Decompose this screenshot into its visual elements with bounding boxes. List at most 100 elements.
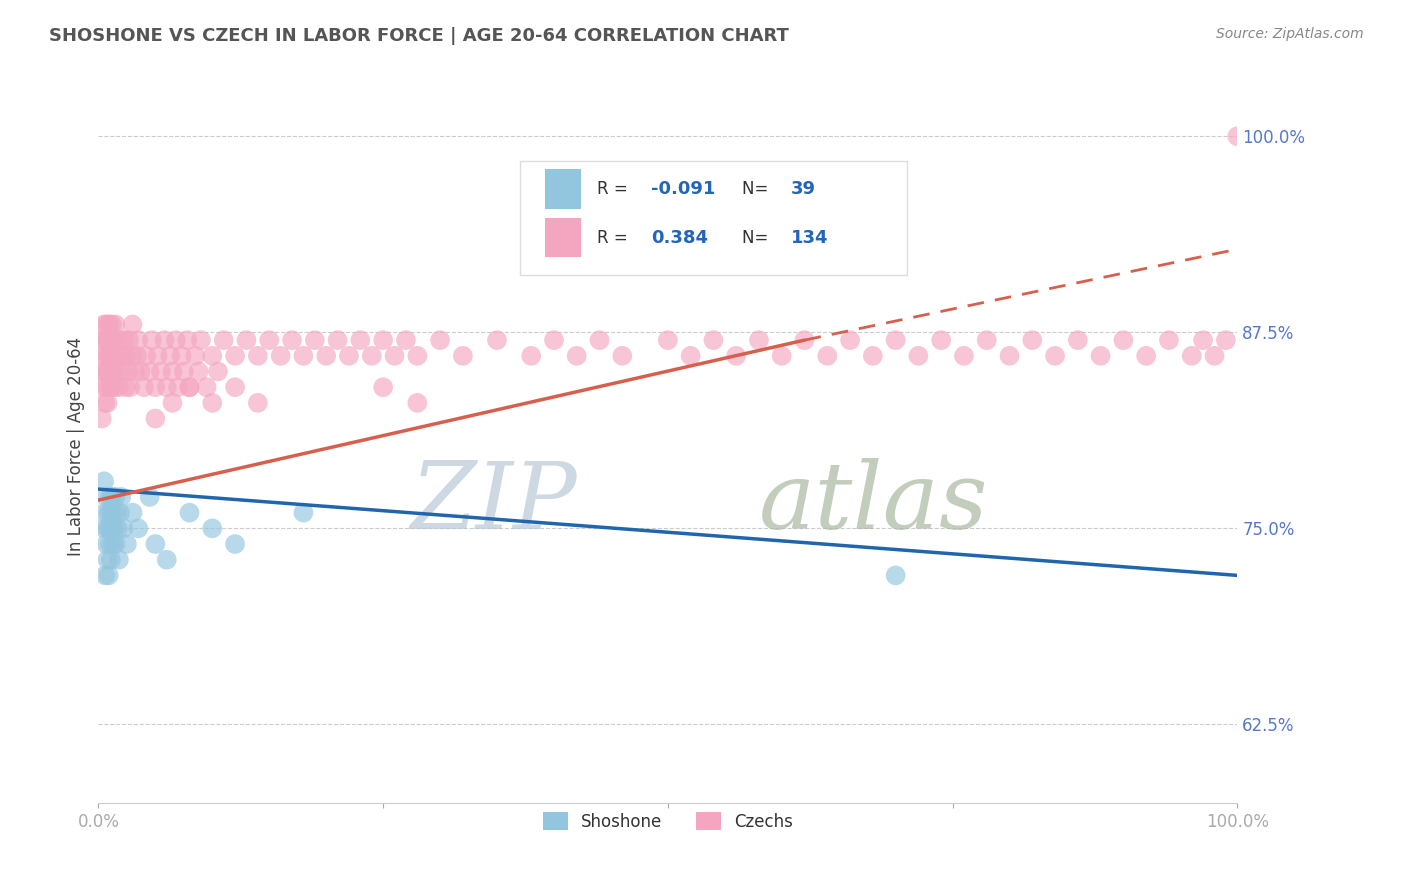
Point (543, 333, 565, 347)
Point (97, 318, 120, 332)
Point (93, 349, 115, 363)
Point (224, 349, 246, 363)
Point (588, 333, 610, 347)
Point (97, 506, 120, 520)
Point (118, 333, 141, 347)
Point (770, 349, 793, 363)
Bar (546, 169, 581, 209)
Point (121, 349, 143, 363)
Point (105, 364, 128, 378)
Point (1043, 349, 1066, 363)
Point (162, 396, 184, 410)
Point (1067, 333, 1090, 347)
Point (565, 349, 588, 363)
Point (384, 349, 406, 363)
Point (953, 349, 976, 363)
Point (101, 349, 124, 363)
Point (114, 380, 136, 394)
Point (246, 396, 269, 410)
Point (96, 318, 118, 332)
Point (176, 333, 198, 347)
Point (725, 349, 748, 363)
Point (884, 568, 907, 582)
Point (201, 521, 224, 535)
Point (1181, 349, 1204, 363)
Point (793, 333, 815, 347)
Text: SHOSHONE VS CZECH IN LABOR FORCE | AGE 20-64 CORRELATION CHART: SHOSHONE VS CZECH IN LABOR FORCE | AGE 2… (49, 27, 789, 45)
Point (98, 490, 121, 504)
Point (114, 333, 136, 347)
Bar (546, 218, 581, 257)
Point (153, 333, 176, 347)
Point (839, 333, 862, 347)
Point (111, 364, 134, 378)
Point (108, 380, 131, 394)
Point (91, 364, 114, 378)
Point (929, 333, 952, 347)
Point (156, 380, 179, 394)
Point (349, 333, 371, 347)
Point (1112, 333, 1135, 347)
Point (104, 349, 127, 363)
Point (360, 349, 382, 363)
Point (207, 364, 229, 378)
Point (112, 521, 135, 535)
Text: atlas: atlas (759, 458, 988, 548)
Point (167, 380, 190, 394)
Point (145, 411, 167, 425)
Point (103, 333, 125, 347)
Point (91, 333, 114, 347)
Point (115, 537, 138, 551)
Point (101, 380, 124, 394)
Point (1021, 333, 1043, 347)
Point (121, 318, 143, 332)
Point (884, 333, 907, 347)
Point (748, 333, 770, 347)
Point (100, 333, 122, 347)
Text: R =: R = (598, 228, 633, 246)
Point (224, 537, 246, 551)
Point (907, 349, 929, 363)
Point (93, 380, 115, 394)
Point (146, 349, 169, 363)
Point (1215, 333, 1237, 347)
Point (97, 568, 120, 582)
Point (612, 349, 634, 363)
Point (94, 333, 117, 347)
Point (1192, 333, 1215, 347)
Legend: Shoshone, Czechs: Shoshone, Czechs (536, 805, 800, 838)
Point (657, 333, 679, 347)
Point (110, 333, 132, 347)
Point (156, 552, 179, 566)
Point (96, 333, 118, 347)
Point (115, 349, 138, 363)
Point (702, 333, 724, 347)
Point (246, 349, 269, 363)
Point (371, 380, 394, 394)
Point (141, 333, 163, 347)
Point (107, 333, 129, 347)
Point (138, 490, 160, 504)
Point (270, 349, 292, 363)
Point (121, 506, 143, 520)
Point (201, 349, 224, 363)
Point (110, 490, 132, 504)
Point (520, 349, 543, 363)
Point (108, 552, 131, 566)
Point (105, 506, 128, 520)
Point (103, 506, 125, 520)
Point (1226, 129, 1249, 144)
Point (150, 364, 173, 378)
Point (112, 349, 135, 363)
Point (129, 364, 152, 378)
Point (96, 537, 118, 551)
Point (90, 411, 112, 425)
Point (195, 380, 218, 394)
Point (103, 521, 125, 535)
Point (976, 333, 998, 347)
Text: 134: 134 (790, 228, 828, 246)
Point (96, 521, 118, 535)
Point (145, 380, 167, 394)
Point (406, 396, 429, 410)
Point (96, 396, 118, 410)
